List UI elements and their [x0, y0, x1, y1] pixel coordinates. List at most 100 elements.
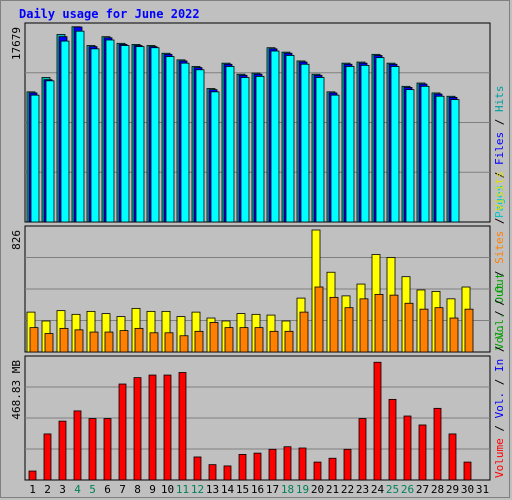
bar-pages-day-22	[345, 66, 355, 223]
bar-volume-day-26	[403, 415, 412, 481]
bar-volume-day-1	[28, 470, 37, 481]
bar-volume-day-3	[58, 420, 67, 481]
y-max-label: 468.83 MB	[10, 360, 23, 420]
legend-item: Visits	[493, 171, 506, 211]
x-tick-label: 9	[149, 483, 156, 496]
x-tick-label: 18	[281, 483, 294, 496]
bar-pages-day-16	[255, 76, 265, 223]
bar-pages-day-18	[285, 55, 295, 223]
bar-volume-day-30	[463, 461, 472, 481]
x-tick-label: 12	[191, 483, 204, 496]
bar-pages-day-24	[375, 57, 385, 223]
x-tick-label: 1	[29, 483, 36, 496]
legend: Volume / Vol. / In / Vol. / Out	[493, 273, 506, 478]
legend: Vol. / Out / Sites / Visits	[493, 171, 506, 350]
bar-pages-day-13	[210, 91, 220, 223]
legend-item: In	[493, 359, 506, 372]
bar-sites-day-5	[89, 331, 99, 353]
bar-pages-day-2	[45, 80, 55, 223]
bar-volume-day-29	[448, 433, 457, 481]
bar-sites-day-24	[374, 293, 384, 353]
bar-sites-day-18	[284, 330, 294, 353]
bar-sites-day-17	[269, 330, 279, 353]
bar-volume-day-7	[118, 383, 127, 481]
legend-item: Out	[493, 273, 506, 293]
bar-sites-day-20	[314, 286, 324, 353]
bar-sites-day-6	[104, 331, 114, 353]
bar-sites-day-10	[164, 332, 174, 353]
bar-pages-day-14	[225, 66, 235, 223]
bar-pages-day-21	[330, 94, 340, 223]
x-tick-label: 3	[59, 483, 66, 496]
legend-item: Vol.	[493, 312, 506, 339]
bar-sites-day-22	[344, 307, 354, 353]
x-tick-label: 11	[176, 483, 189, 496]
bar-sites-day-23	[359, 298, 369, 353]
bar-pages-day-20	[315, 77, 325, 223]
bar-pages-day-28	[435, 95, 445, 223]
bar-volume-day-28	[433, 407, 442, 481]
bar-sites-day-26	[404, 302, 414, 353]
bar-sites-day-27	[419, 308, 429, 353]
x-tick-label: 2	[44, 483, 51, 496]
bar-volume-day-14	[223, 465, 232, 481]
bar-sites-day-8	[134, 327, 144, 353]
bar-sites-day-9	[149, 332, 159, 353]
bar-sites-day-14	[224, 327, 234, 353]
legend-item: Hits	[493, 86, 506, 113]
x-tick-label: 22	[341, 483, 354, 496]
bar-sites-day-3	[59, 327, 69, 353]
x-tick-label: 10	[161, 483, 174, 496]
bar-volume-day-22	[343, 448, 352, 481]
bar-pages-day-19	[300, 63, 310, 223]
bar-sites-day-16	[254, 327, 264, 353]
bar-volume-day-17	[268, 448, 277, 481]
bar-pages-day-15	[240, 77, 250, 223]
bar-pages-day-7	[120, 45, 130, 223]
bar-pages-day-27	[420, 85, 430, 223]
x-tick-label: 17	[266, 483, 279, 496]
x-tick-label: 5	[89, 483, 96, 496]
bar-pages-day-26	[405, 89, 415, 223]
bar-sites-day-29	[449, 317, 459, 353]
x-tick-label: 7	[119, 483, 126, 496]
bar-pages-day-29	[450, 99, 460, 223]
x-tick-label: 20	[311, 483, 324, 496]
bar-sites-day-21	[329, 296, 339, 353]
bar-sites-day-30	[464, 308, 474, 353]
x-tick-label: 29	[446, 483, 459, 496]
legend-item: Vol.	[493, 392, 506, 419]
x-tick-label: 14	[221, 483, 235, 496]
bar-sites-day-13	[209, 322, 219, 353]
bar-sites-day-12	[194, 330, 204, 353]
bar-pages-day-4	[75, 30, 85, 223]
bar-volume-day-19	[298, 447, 307, 481]
bar-sites-day-11	[179, 335, 189, 353]
bar-volume-day-23	[358, 418, 367, 481]
legend-item: Pages	[493, 185, 506, 218]
bar-volume-day-15	[238, 454, 247, 481]
x-tick-label: 19	[296, 483, 309, 496]
bar-sites-day-1	[29, 327, 39, 353]
chart-title: Daily usage for June 2022	[19, 7, 200, 21]
x-tick-label: 6	[104, 483, 111, 496]
x-tick-label: 21	[326, 483, 339, 496]
bar-pages-day-12	[195, 69, 205, 223]
x-tick-label: 4	[74, 483, 81, 496]
legend-item: Sites	[493, 231, 506, 264]
y-max-label: 17679	[10, 27, 23, 60]
bar-pages-day-3	[60, 40, 70, 223]
bar-volume-day-2	[43, 433, 52, 481]
bar-sites-day-4	[74, 329, 84, 353]
bar-sites-day-19	[299, 311, 309, 353]
bar-sites-day-2	[44, 333, 54, 353]
bar-volume-day-6	[103, 418, 112, 481]
bar-volume-day-4	[73, 410, 82, 481]
bar-sites-day-28	[434, 307, 444, 353]
bar-pages-day-5	[90, 48, 100, 223]
bar-volume-day-9	[148, 374, 157, 481]
bar-volume-day-12	[193, 456, 202, 481]
x-tick-label: 27	[416, 483, 429, 496]
bar-volume-day-24	[373, 361, 382, 481]
